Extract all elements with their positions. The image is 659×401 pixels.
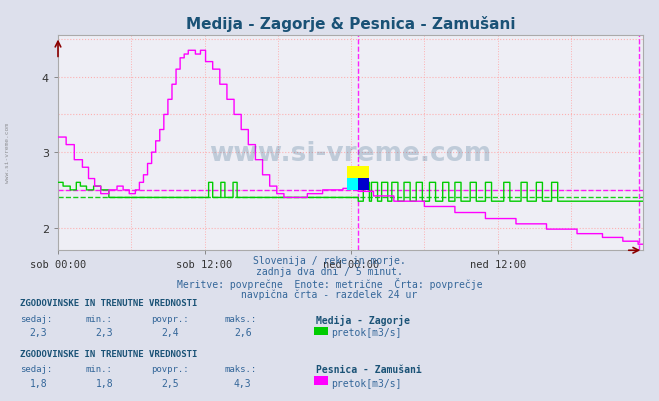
- Text: Pesnica - Zamušani: Pesnica - Zamušani: [316, 364, 422, 374]
- Text: 2,3: 2,3: [96, 328, 113, 338]
- Text: maks.:: maks.:: [224, 364, 256, 373]
- Text: pretok[m3/s]: pretok[m3/s]: [331, 328, 401, 338]
- Bar: [347, 178, 358, 190]
- Text: navpična črta - razdelek 24 ur: navpična črta - razdelek 24 ur: [241, 289, 418, 299]
- Text: povpr.:: povpr.:: [152, 314, 189, 323]
- Text: Meritve: povprečne  Enote: metrične  Črta: povprečje: Meritve: povprečne Enote: metrične Črta:…: [177, 277, 482, 290]
- Text: Slovenija / reke in morje.: Slovenija / reke in morje.: [253, 255, 406, 265]
- Bar: [358, 178, 370, 190]
- Text: pretok[m3/s]: pretok[m3/s]: [331, 378, 401, 388]
- Text: 2,4: 2,4: [161, 328, 179, 338]
- Title: Medija - Zagorje & Pesnica - Zamušani: Medija - Zagorje & Pesnica - Zamušani: [186, 16, 515, 32]
- Text: sedaj:: sedaj:: [20, 314, 52, 323]
- Text: 1,8: 1,8: [30, 378, 47, 388]
- Text: 2,5: 2,5: [161, 378, 179, 388]
- Text: www.si-vreme.com: www.si-vreme.com: [5, 122, 11, 182]
- Text: www.si-vreme.com: www.si-vreme.com: [210, 141, 492, 167]
- Text: zadnja dva dni / 5 minut.: zadnja dva dni / 5 minut.: [256, 267, 403, 277]
- Text: povpr.:: povpr.:: [152, 364, 189, 373]
- Text: 1,8: 1,8: [96, 378, 113, 388]
- Text: ZGODOVINSKE IN TRENUTNE VREDNOSTI: ZGODOVINSKE IN TRENUTNE VREDNOSTI: [20, 299, 197, 308]
- Text: min.:: min.:: [86, 364, 113, 373]
- Bar: [347, 166, 370, 178]
- Text: maks.:: maks.:: [224, 314, 256, 323]
- Text: sedaj:: sedaj:: [20, 364, 52, 373]
- Text: 2,6: 2,6: [234, 328, 252, 338]
- Text: ZGODOVINSKE IN TRENUTNE VREDNOSTI: ZGODOVINSKE IN TRENUTNE VREDNOSTI: [20, 349, 197, 358]
- Text: 2,3: 2,3: [30, 328, 47, 338]
- Text: min.:: min.:: [86, 314, 113, 323]
- Text: Medija - Zagorje: Medija - Zagorje: [316, 314, 411, 325]
- Text: 4,3: 4,3: [234, 378, 252, 388]
